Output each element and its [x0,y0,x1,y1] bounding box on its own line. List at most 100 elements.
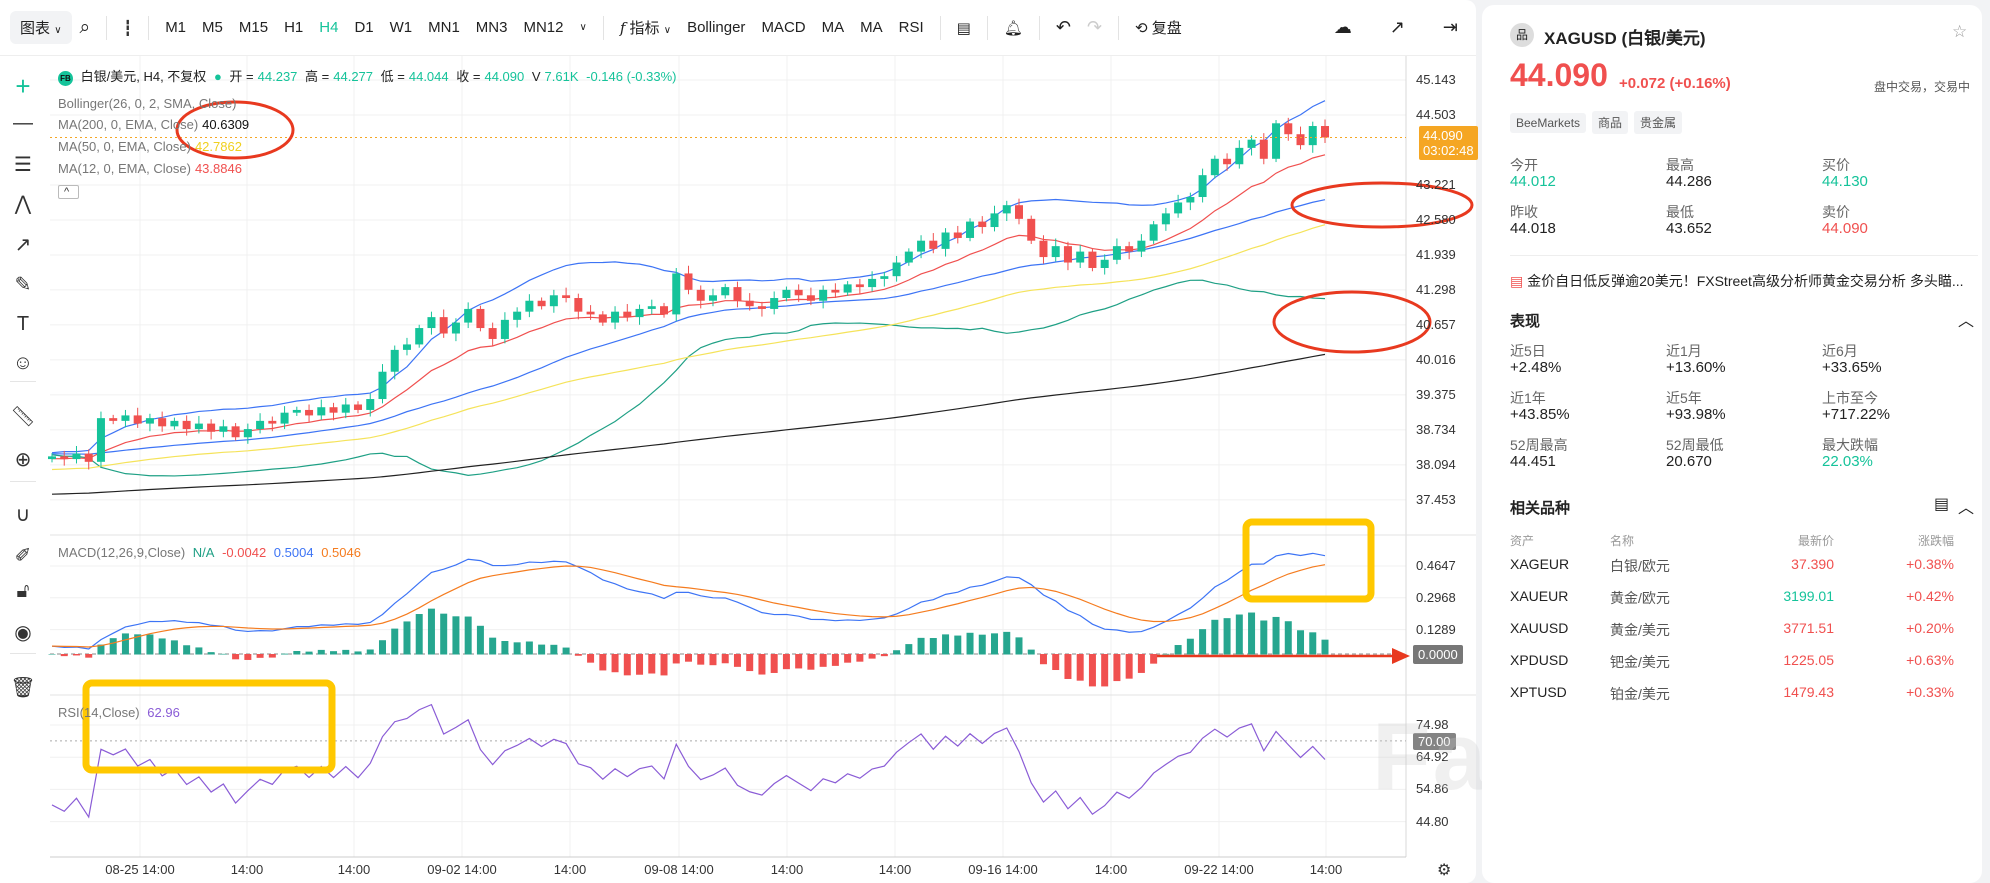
macd-signal-line [51,564,1326,648]
macd-histogram-bar [330,651,338,655]
performance-label: 52周最高 [1510,437,1568,453]
rsi-axis-tick: 64.92 [1416,749,1449,765]
related-row[interactable] [1502,678,1972,708]
tag[interactable]: 商品 [1592,111,1629,134]
trend-arrow-icon[interactable]: ↗ [14,233,32,256]
rsi-legend[interactable]: RSI(14,Close) 62.96 [58,705,184,720]
candle [60,450,69,466]
timeframe-h4[interactable]: H4 [319,19,339,36]
chevron-up-icon[interactable]: ︿ [1958,500,1975,517]
candle [782,286,791,302]
replay-button[interactable]: ⟲ 复盘 [1127,17,1190,38]
tag[interactable]: 贵金属 [1634,111,1683,134]
ma50-legend[interactable]: MA(50, 0, EMA, Close) 42.7862 [58,139,246,154]
parallel-lines-icon[interactable]: ☰ [14,153,32,176]
macd-legend[interactable]: MACD(12,26,9,Close) N/A -0.0042 0.5004 0… [58,545,365,560]
news-headline: 金价自日低反弹逾20美元！FXStreet高级分析师黄金交易分析 多头瞄... [1527,273,1964,289]
eye-icon[interactable]: ◉ [14,621,32,644]
related-price: 3771.51 [1783,620,1834,636]
timeframe-mn3[interactable]: MN3 [475,19,508,36]
crosshair-plus-icon[interactable]: + [15,70,31,101]
timeframe-mn1[interactable]: MN1 [428,19,460,36]
ma12-legend[interactable]: MA(12, 0, EMA, Close) 43.8846 [58,161,246,176]
candle [868,271,877,292]
settings-gear-icon[interactable]: ⚙ [1437,862,1452,879]
pattern-icon[interactable]: ⋀ [14,192,32,215]
macd-histogram-bar [268,654,276,658]
layout-icon[interactable]: ▤ [956,19,971,37]
indicator-button-macd[interactable]: MACD [761,19,806,36]
list-view-icon[interactable]: ▤ [1934,496,1950,513]
candle [292,406,301,416]
related-row[interactable] [1502,646,1972,676]
redo-icon[interactable]: ↷ [1086,17,1103,37]
candle-body [341,404,350,413]
related-name: 铂金/美元 [1610,686,1670,702]
bollinger-legend[interactable]: Bollinger(26, 0, 2, SMA, Close) [58,96,240,111]
candle-body [133,415,142,424]
collapse-panel-icon[interactable]: ⇥ [1442,17,1458,37]
timeframe-w1[interactable]: W1 [389,19,413,36]
related-price: 3199.01 [1783,588,1834,604]
chevron-up-icon[interactable]: ︿ [1958,313,1975,330]
indicator-button-bollinger[interactable]: Bollinger [687,19,746,36]
ma200-legend[interactable]: MA(200, 0, EMA, Close) 40.6309 [58,117,253,132]
alert-bell-icon[interactable]: 🔔︎ [1003,19,1023,37]
candle [329,402,338,421]
candle [194,415,203,434]
text-tool-icon[interactable]: T [16,312,30,335]
timeframe-h1[interactable]: H1 [284,19,304,36]
chart-canvas[interactable] [0,0,1476,883]
timeframe-d1[interactable]: D1 [354,19,374,36]
candle [880,271,889,287]
trash-icon[interactable]: 🗑︎ [10,676,36,699]
candle [831,283,840,299]
candle [684,265,693,295]
related-row[interactable] [1502,550,1972,580]
indicator-button-ma[interactable]: MA [860,19,883,36]
timeframe-mn12[interactable]: MN12 [523,19,564,36]
candle-body [464,308,473,323]
candle [72,445,81,464]
lock-drawing-icon[interactable]: ✐ [14,544,32,567]
collapse-legend-button[interactable]: ^ [58,185,80,199]
indicators-button[interactable]: f 指标 ∨ [612,17,679,38]
indicator-button-ma[interactable]: MA [821,19,845,36]
price-change-percent: (+0.16%) [1669,75,1731,92]
macd-histogram-bar [219,653,227,655]
emoji-icon[interactable]: ☺ [12,351,34,374]
chart-menu-button[interactable]: 图表 ∨ [10,11,72,44]
undo-icon[interactable]: ↶ [1055,17,1071,37]
ruler-icon[interactable]: 📏︎ [10,405,36,428]
chevron-down-icon[interactable]: ∨ [579,22,587,33]
candle-body [696,289,705,301]
news-headline-link[interactable]: ▤ 金价自日低反弹逾20美元！FXStreet高级分析师黄金交易分析 多头瞄..… [1510,271,1980,291]
time-axis-tick: 09-22 14:00 [1184,862,1254,877]
candle-body [1063,246,1072,263]
cloud-sync-icon[interactable]: ☁ [1333,17,1352,37]
macd-histogram-bar [244,654,252,660]
timeframe-m1[interactable]: M1 [165,19,187,36]
macd-histogram-bar [1248,612,1256,655]
share-external-icon[interactable]: ↗ [1389,17,1405,37]
time-axis-tick: 09-02 14:00 [427,862,497,877]
related-row[interactable] [1502,614,1972,644]
related-row[interactable] [1502,582,1972,612]
timeframe-m5[interactable]: M5 [202,19,223,36]
magnet-icon[interactable]: ∪ [15,503,31,526]
indicator-button-rsi[interactable]: RSI [898,19,924,36]
stat-label: 今开 [1510,157,1538,173]
timeframe-m15[interactable]: M15 [238,19,269,36]
horizontal-line-icon[interactable]: — [13,111,33,134]
favorite-star-icon[interactable]: ☆ [1952,22,1968,41]
macd-histogram-bar [929,638,937,655]
candle [757,301,766,317]
macd-signal-value: 0.5046 [321,545,361,560]
candle-body [366,399,375,410]
brush-icon[interactable]: ✎ [14,273,32,296]
candlestick-type-icon[interactable]: ┇ [123,19,133,37]
search-icon[interactable]: ⌕ [79,16,91,38]
tag[interactable]: BeeMarkets [1510,113,1587,133]
unlock-icon[interactable]: 🔓︎ [16,579,30,602]
zoom-in-icon[interactable]: ⊕ [14,448,32,471]
